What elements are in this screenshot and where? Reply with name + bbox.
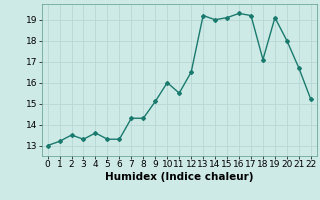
X-axis label: Humidex (Indice chaleur): Humidex (Indice chaleur)	[105, 172, 253, 182]
